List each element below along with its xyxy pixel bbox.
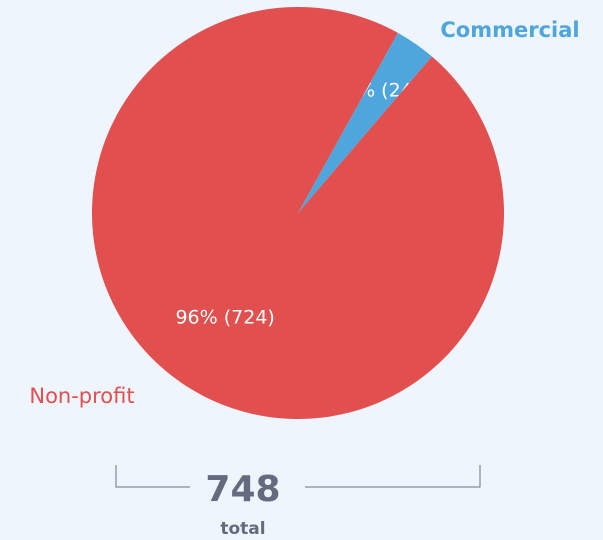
bracket-left: [115, 465, 190, 488]
bracket-right: [305, 465, 481, 488]
category-label: Non-profit: [29, 384, 134, 408]
category-label: Commercial: [440, 18, 579, 42]
pie-slice: [298, 32, 432, 213]
total-label: total: [220, 519, 265, 539]
data-label: 96% (724): [175, 306, 274, 328]
total-value: 748: [205, 469, 280, 510]
pie-slice: [92, 6, 504, 419]
